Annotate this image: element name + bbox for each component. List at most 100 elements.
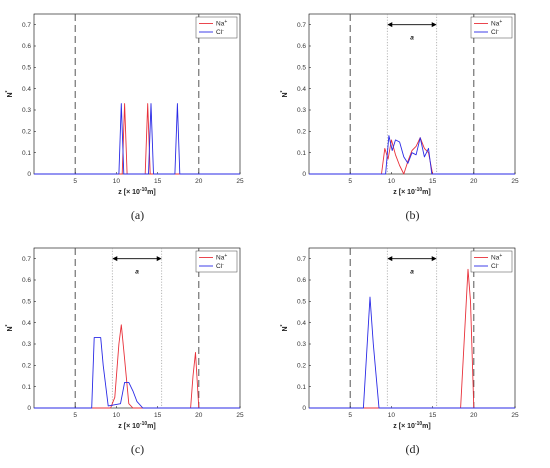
x-axis-label: z [× 10-10m] — [118, 421, 155, 430]
y-tick-label: 0.5 — [22, 299, 31, 306]
y-tick-label: 0.6 — [22, 43, 31, 50]
y-tick-label: 0.1 — [297, 384, 306, 391]
series-na-line — [309, 137, 515, 175]
legend-label-na: Na+ — [216, 253, 227, 262]
series-cl-line — [34, 337, 240, 409]
legend-box — [195, 250, 238, 273]
caption-d: (d) — [405, 442, 420, 456]
legend-box — [470, 16, 513, 39]
y-tick-label: 0.3 — [22, 107, 31, 114]
x-tick-label: 25 — [236, 412, 244, 419]
x-tick-label: 20 — [195, 412, 203, 419]
x-tick-label: 10 — [388, 178, 396, 185]
caption-b: (b) — [405, 208, 420, 222]
y-tick-label: 0.6 — [297, 277, 306, 284]
arrow-head-right — [431, 256, 437, 262]
arrow-label: a — [410, 34, 414, 41]
y-tick-label: 0 — [302, 405, 306, 412]
legend-label-cl: Cl- — [491, 28, 499, 37]
x-tick-label: 15 — [154, 178, 162, 185]
y-tick-label: 0.4 — [22, 320, 31, 327]
arrow-head-left — [112, 256, 118, 262]
plot-frame — [308, 247, 516, 409]
chart-b: a 5 10 15 20 25 0 0.1 0.2 0.3 0.4 0.5 0.6 0.7 Na+Cl- N*… — [280, 13, 519, 196]
y-tick-label: 0.4 — [22, 86, 31, 93]
x-tick-label: 5 — [348, 412, 352, 419]
series-cl-line — [309, 296, 515, 409]
legend-label-cl: Cl- — [491, 262, 499, 271]
x-axis-label: z [× 10-10m] — [393, 421, 430, 430]
legend-label-cl: Cl- — [216, 28, 224, 37]
y-tick-label: 0.4 — [297, 320, 306, 327]
y-tick-label: 0.2 — [297, 363, 306, 370]
y-tick-label: 0.6 — [297, 43, 306, 50]
x-tick-label: 15 — [429, 412, 437, 419]
x-tick-label: 20 — [470, 178, 478, 185]
y-tick-label: 0.5 — [297, 65, 306, 72]
plot-frame — [33, 13, 241, 175]
x-tick-label: 10 — [113, 178, 121, 185]
legend-label-na: Na+ — [491, 19, 502, 28]
y-axis-label: N* — [5, 324, 14, 331]
panel-b: a 5 10 15 20 25 0 0.1 0.2 0.3 0.4 0.5 0.6 0.7 Na+ Cl- N*… — [275, 0, 550, 234]
panel-d: a 5 10 15 20 25 0 0.1 0.2 0.3 0.4 0.5 0.6 0.7 Na+ Cl- N*… — [275, 234, 550, 468]
y-tick-label: 0.7 — [22, 22, 31, 29]
y-tick-label: 0.2 — [297, 129, 306, 136]
x-tick-label: 15 — [429, 178, 437, 185]
x-axis-label: z [× 10-10m] — [118, 187, 155, 196]
arrow-label: a — [410, 268, 414, 275]
y-tick-label: 0.5 — [22, 65, 31, 72]
y-tick-label: 0.6 — [22, 277, 31, 284]
y-axis-label: N* — [5, 90, 14, 97]
arrow-label: a — [135, 268, 139, 275]
x-axis-label: z [× 10-10m] — [393, 187, 430, 196]
y-tick-label: 0 — [27, 171, 31, 178]
y-axis-label: N* — [280, 90, 289, 97]
y-tick-label: 0.7 — [22, 256, 31, 263]
y-tick-label: 0 — [27, 405, 31, 412]
x-tick-label: 10 — [113, 412, 121, 419]
x-tick-label: 15 — [154, 412, 162, 419]
arrow-head-right — [431, 22, 437, 28]
y-tick-label: 0.2 — [22, 129, 31, 136]
y-tick-label: 0.3 — [297, 107, 306, 114]
legend-box — [470, 250, 513, 273]
y-tick-label: 0 — [302, 171, 306, 178]
y-tick-label: 0.3 — [297, 341, 306, 348]
x-tick-label: 20 — [470, 412, 478, 419]
legend-box — [195, 16, 238, 39]
x-tick-label: 25 — [511, 412, 519, 419]
y-tick-label: 0.7 — [297, 22, 306, 29]
chart-d: a 5 10 15 20 25 0 0.1 0.2 0.3 0.4 0.5 0.6 0.7 Na+Cl- N*… — [280, 247, 519, 430]
panel-a: 5 10 15 20 25 0 0.1 0.2 0.3 0.4 0.5 0.6 0.7 Na+ Cl- N* z… — [0, 0, 275, 234]
caption-a: (a) — [130, 208, 145, 222]
panel-c: a 5 10 15 20 25 0 0.1 0.2 0.3 0.4 0.5 0.6 0.7 Na+ Cl- N*… — [0, 234, 275, 468]
y-tick-label: 0.7 — [297, 256, 306, 263]
plot-frame — [308, 13, 516, 175]
arrow-head-right — [156, 256, 162, 262]
series-cl-line — [309, 135, 515, 175]
y-tick-label: 0.5 — [297, 299, 306, 306]
y-tick-label: 0.1 — [22, 150, 31, 157]
arrow-head-left — [387, 22, 393, 28]
y-tick-label: 0.3 — [22, 341, 31, 348]
caption-c: (c) — [130, 442, 145, 456]
y-tick-label: 0.1 — [297, 150, 306, 157]
x-tick-label: 25 — [236, 178, 244, 185]
y-tick-label: 0.4 — [297, 86, 306, 93]
legend-label-na: Na+ — [216, 19, 227, 28]
x-tick-label: 5 — [73, 178, 77, 185]
legend-label-cl: Cl- — [216, 262, 224, 271]
y-tick-label: 0.2 — [22, 363, 31, 370]
plot-frame — [33, 247, 241, 409]
x-tick-label: 25 — [511, 178, 519, 185]
series-cl-line — [34, 103, 240, 175]
legend-label-na: Na+ — [491, 253, 502, 262]
y-tick-label: 0.1 — [22, 384, 31, 391]
arrow-head-left — [387, 256, 393, 262]
y-axis-label: N* — [280, 324, 289, 331]
x-tick-label: 20 — [195, 178, 203, 185]
series-na-line — [34, 324, 240, 409]
chart-c: a 5 10 15 20 25 0 0.1 0.2 0.3 0.4 0.5 0.6 0.7 Na+Cl- N*… — [5, 247, 244, 430]
chart-a: 5 10 15 20 25 0 0.1 0.2 0.3 0.4 0.5 0.6 0.7 Na+Cl- N* z… — [5, 13, 244, 196]
